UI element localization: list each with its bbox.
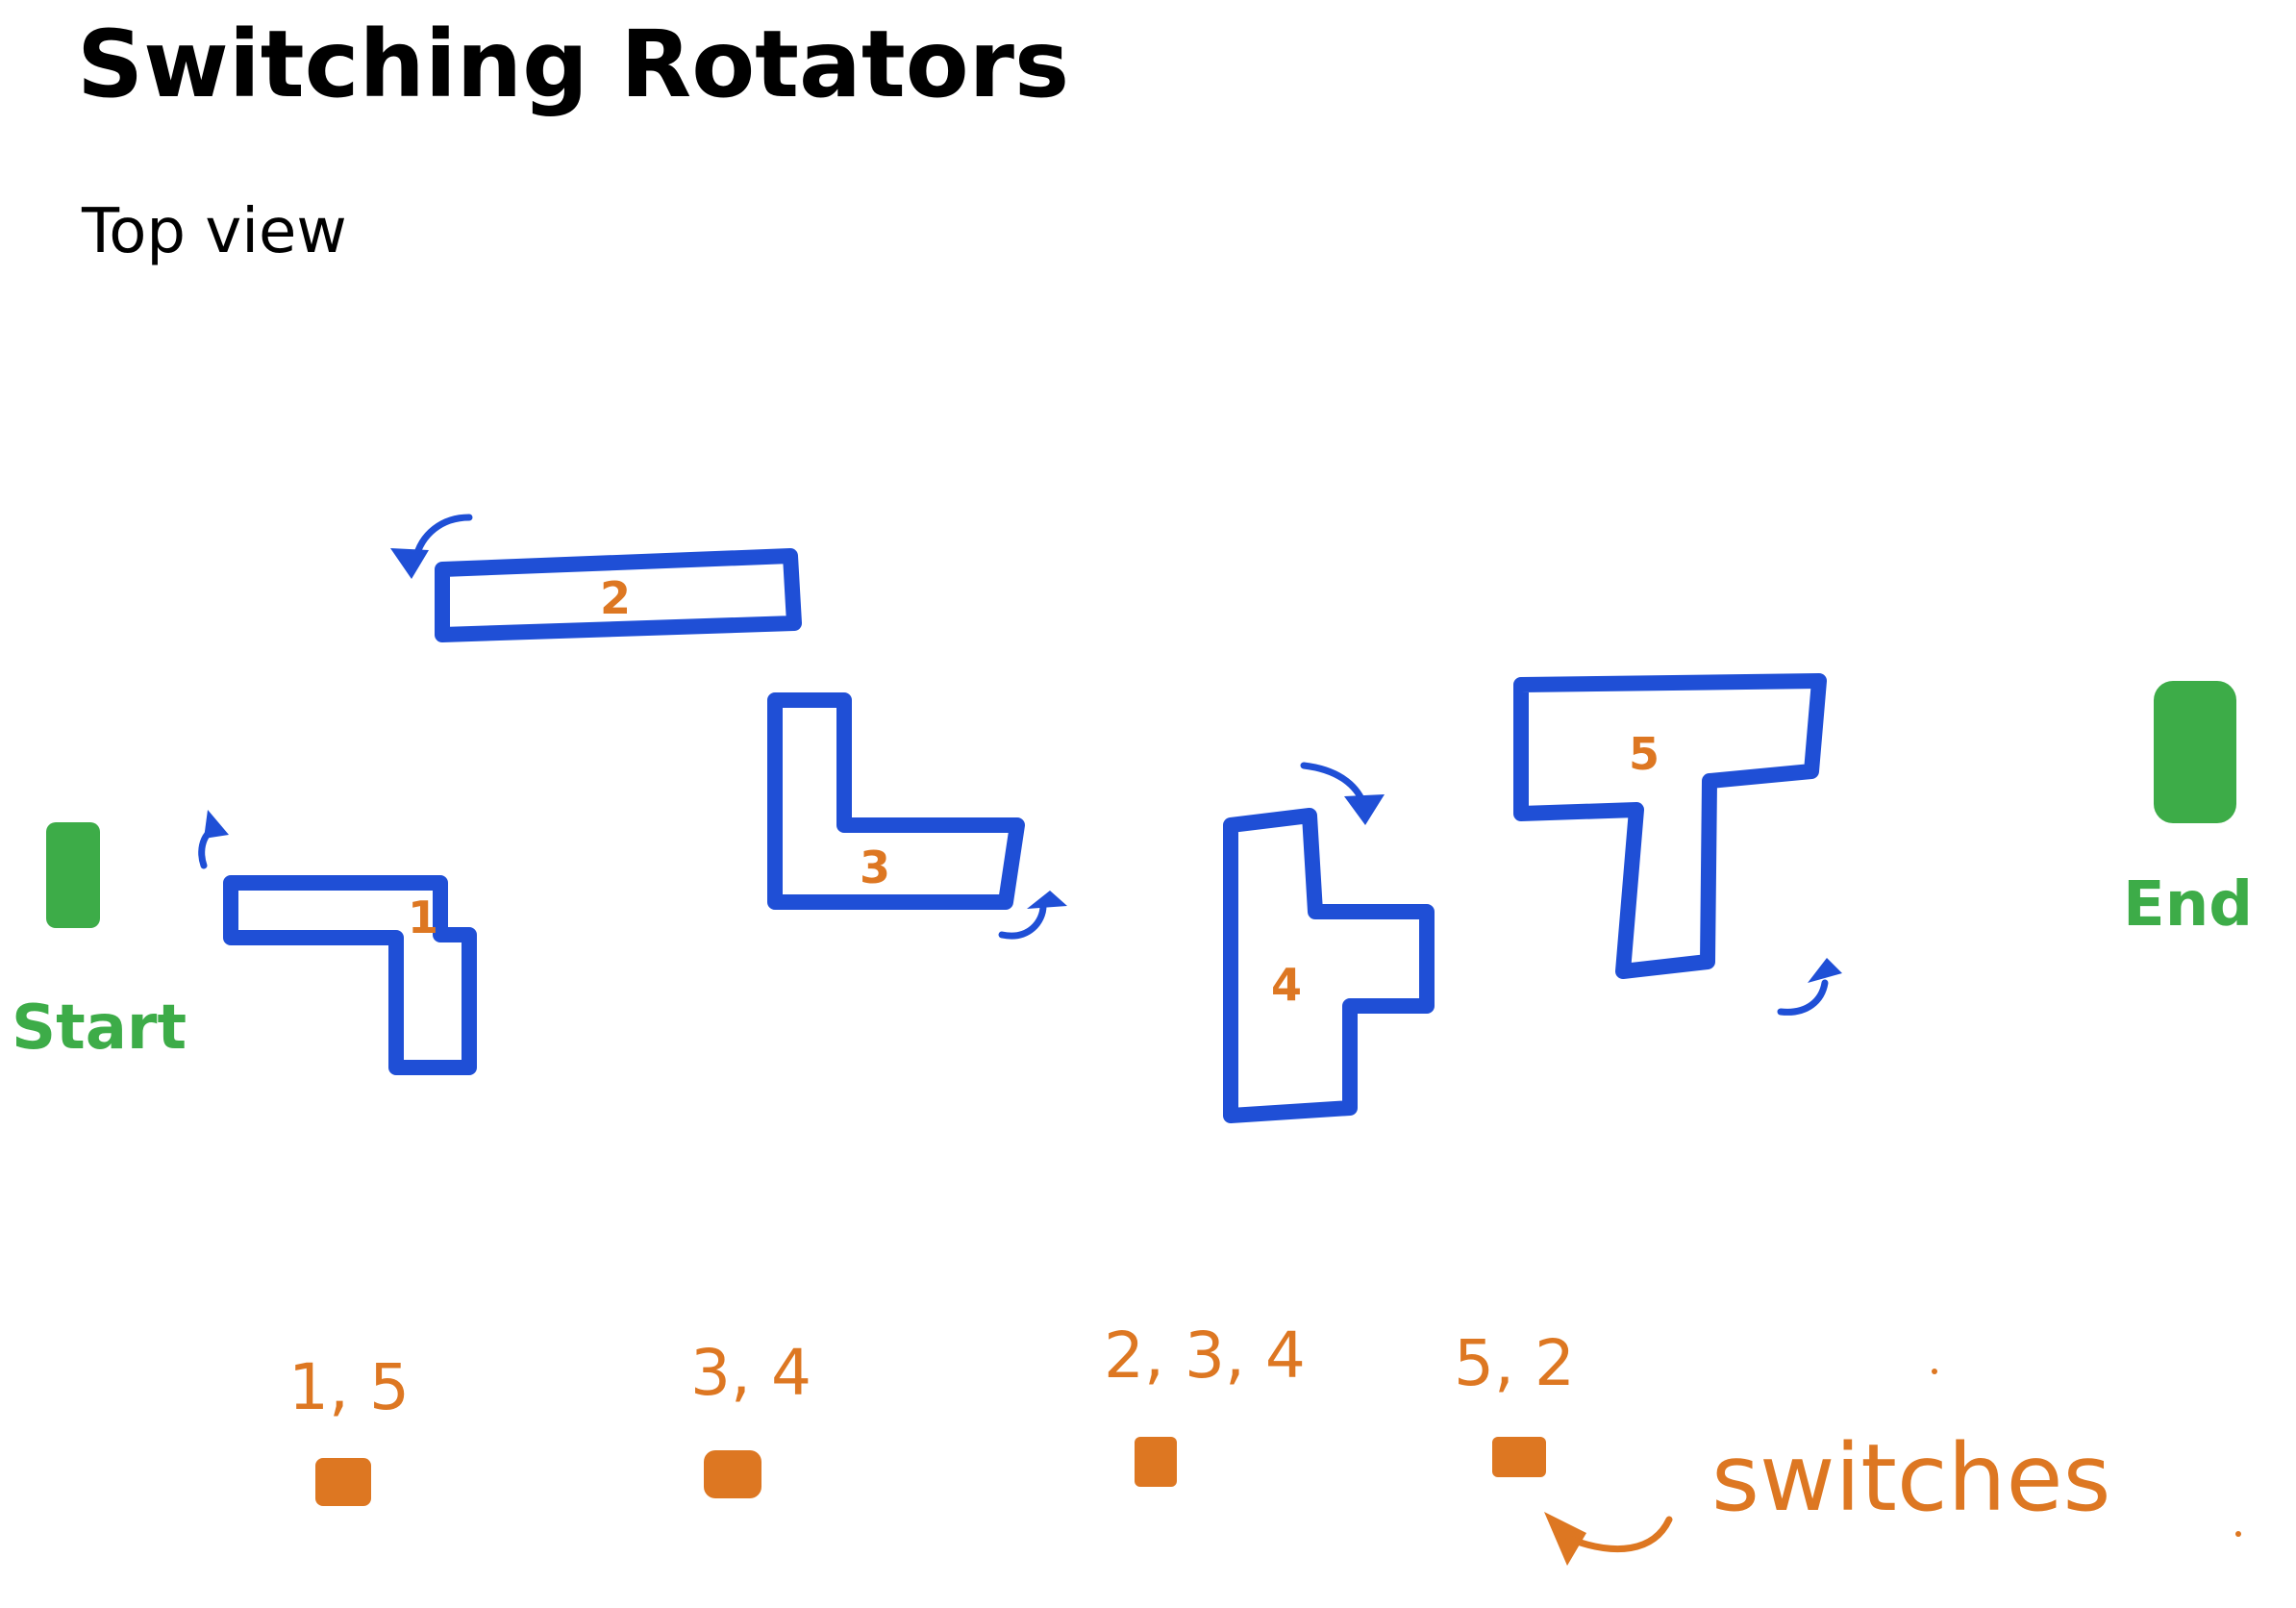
rotator-4-label: 4 (1271, 959, 1302, 1011)
switch-1-button (315, 1458, 371, 1506)
rotator-2-outline (435, 548, 802, 642)
rotator-4-arrowhead (1344, 794, 1385, 825)
rotator-5-arrow (1777, 979, 1829, 1016)
stray-dot-1 (1932, 1369, 1937, 1374)
switches-caption-text: switches (1711, 1424, 2111, 1532)
diagram-title: Switching Rotators (77, 11, 1069, 118)
rotator-3-label: 3 (860, 842, 890, 893)
switch-1-label: 1, 5 (288, 1350, 410, 1424)
switch-2: 3, 4 (690, 1336, 811, 1498)
rotator-2: 2 (390, 514, 802, 642)
rotator-5-label: 5 (1629, 728, 1660, 780)
rotator-3-arrowhead (1027, 891, 1067, 909)
rotator-2-label: 2 (600, 572, 631, 624)
rotator-4-outline (1223, 808, 1435, 1123)
switch-1: 1, 5 (288, 1350, 410, 1506)
diagram-subtitle: Top view (81, 196, 347, 267)
switches-arrow (1565, 1516, 1673, 1552)
rotator-3-outline (767, 692, 1025, 910)
switch-4: 5, 2 (1454, 1326, 1575, 1477)
switch-4-button (1492, 1437, 1546, 1477)
rotator-2-arrowhead (390, 548, 429, 579)
rotator-5: 5 (1513, 673, 1842, 1016)
stray-dot-2 (2235, 1531, 2241, 1537)
rotator-4: 4 (1223, 762, 1435, 1123)
end-label: End (2123, 869, 2253, 941)
switch-4-label: 5, 2 (1454, 1326, 1575, 1400)
rotator-1-arrowhead (204, 810, 229, 839)
rotator-1: 1 (198, 810, 477, 1075)
start-label: Start (12, 992, 187, 1064)
rotator-5-arrowhead (1808, 958, 1842, 983)
switch-3: 2, 3, 4 (1104, 1319, 1306, 1487)
switch-2-label: 3, 4 (690, 1336, 811, 1410)
switch-3-label: 2, 3, 4 (1104, 1319, 1306, 1393)
rotator-1-label: 1 (408, 892, 438, 943)
rotator-3-arrow (998, 902, 1047, 940)
end-block (2154, 681, 2236, 823)
rotator-1-outline (223, 875, 477, 1075)
switches-caption: switches (1544, 1424, 2111, 1566)
rotator-5-outline (1513, 673, 1827, 979)
switch-2-button (704, 1450, 761, 1498)
rotator-3: 3 (767, 692, 1067, 940)
switch-3-button (1135, 1437, 1177, 1487)
start-block (46, 822, 100, 928)
switches-arrowhead (1544, 1512, 1586, 1566)
